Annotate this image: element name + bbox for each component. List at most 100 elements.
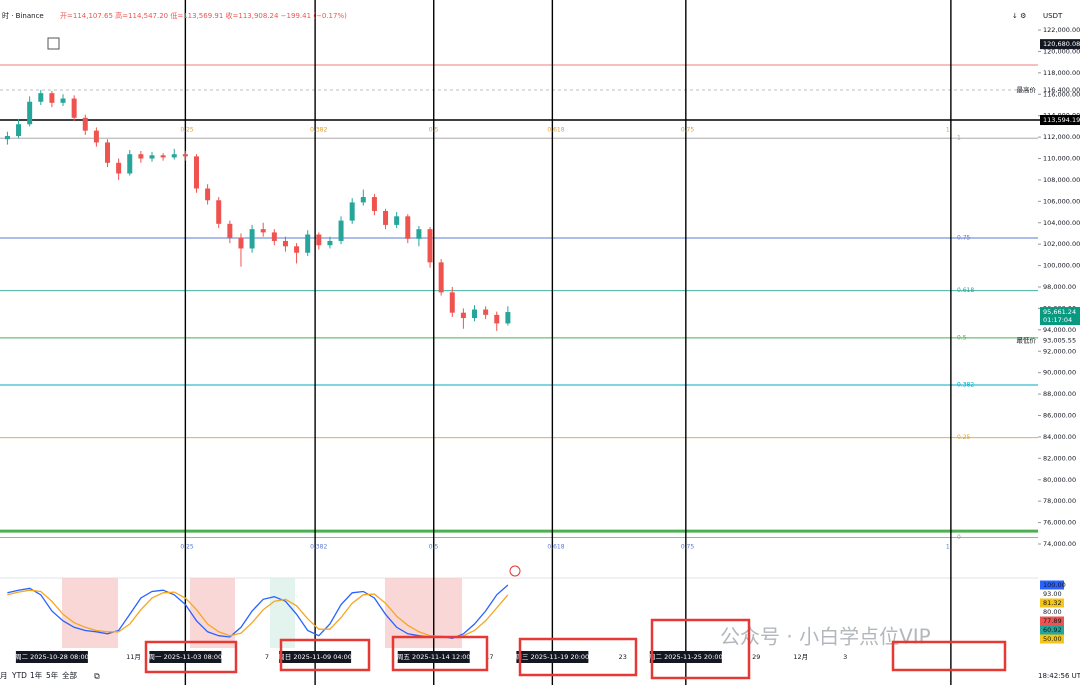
price-label-text: 120,680.08 [1043,40,1080,48]
candle-body [105,142,110,162]
candle-body [361,197,366,202]
y-tick-label: 86,000.00 [1043,412,1076,420]
candle-body [261,229,266,232]
y-tick-label: 74,000.00 [1043,540,1076,548]
fib-ratio: 0.25 [180,544,194,551]
candle-body [339,221,344,241]
y-tick-label: 106,000.00 [1043,197,1080,205]
range-button[interactable]: 全部 [62,670,77,680]
candle-body [405,216,410,238]
x-tick-label: 7 [265,653,269,661]
crosshair-label: 周五 2025-11-14 12:00 [397,653,471,661]
candle-body [72,99,77,118]
osc-scale-label: 60.92 [1043,626,1062,634]
candle-body [316,235,321,246]
fib-ratio: 0 [957,534,961,541]
y-tick-label: 92,000.00 [1043,347,1076,355]
x-tick-label: 12月 [793,653,808,661]
fib-ratio: 1 [946,544,950,551]
y-tick-label: 76,000.00 [1043,519,1076,527]
y-tick-label: 90,000.00 [1043,369,1076,377]
candle-body [238,238,243,249]
candle-body [127,154,132,173]
range-button[interactable]: 5年 [46,670,59,680]
calendar-icon[interactable]: ⧉ [94,672,100,681]
candle-body [94,131,99,143]
fib-ratio: 0.75 [681,544,695,551]
fib-ratio: 0.618 [547,544,564,551]
candle-body [350,202,355,220]
candle-body [61,99,66,103]
range-button[interactable]: 月 [0,671,8,680]
fib-ratio: 0.25 [957,434,971,441]
y-tick-label: 102,000.00 [1043,240,1080,248]
candle-body [149,155,154,158]
candle-body [227,224,232,238]
price-label-prefix: 最低价 [1017,335,1037,344]
candle-body [205,188,210,200]
y-tick-label: 122,000.00 [1043,26,1080,34]
price-label: 120,680.08 [1040,39,1080,49]
candle-body [172,154,177,157]
osc-scale-label: 100.00 [1043,581,1066,589]
candle-body [250,229,255,248]
y-tick-label: 78,000.00 [1043,497,1076,505]
fib-ratio: 0.5 [429,127,439,134]
candle-body [216,200,221,224]
candle-body [5,136,10,139]
price-label-text: 113,594.19 [1043,116,1080,124]
candle-body [38,93,43,102]
shade [62,578,118,648]
candle-body [372,197,377,211]
crosshair-label: 周一 2025-11-03 08:00 [149,653,223,661]
candle-body [494,315,499,324]
y-tick-label: 94,000.00 [1043,326,1076,334]
osc-scale-label: 77.89 [1043,617,1062,625]
osc-scale-label: 93.00 [1043,590,1062,598]
x-tick-label: 29 [752,653,760,661]
fib-ratio: 0.5 [957,334,967,341]
candle-body [394,216,399,225]
fib-ratio: 0.382 [957,381,974,388]
price-label-prefix: 最高价 [1017,85,1037,94]
candle-body [194,156,199,188]
x-tick-label: 3 [843,653,847,661]
candle-body [327,241,332,245]
fib-ratio: 0.618 [957,287,974,294]
clock: 18:42:56 UTC+8 [1038,672,1080,680]
fib-ratio: 0.75 [957,235,971,242]
candle-body [138,154,143,158]
currency: USDT [1043,12,1063,20]
candle-body [505,312,510,323]
candle-body [305,235,310,253]
crosshair-label: 周二 2025-11-25 20:00 [649,653,723,661]
crosshair-label: 周日 2025-11-09 04:00 [278,653,352,661]
candle-body [183,154,188,156]
osc-scale-label: 50.00 [1043,635,1062,643]
osc-scale-label: 80.00 [1043,608,1062,616]
range-button[interactable]: 1年 [30,670,43,680]
price-label-sub: 01:17:04 [1043,316,1072,324]
ohlc: 开=114,107.65 高=114,547.20 低=113,569.91 收… [60,11,347,20]
candle-body [272,232,277,241]
fib-ratio: 0.618 [547,127,564,134]
candle-body [283,241,288,246]
y-tick-label: 112,000.00 [1043,133,1080,141]
candle-body [483,309,488,314]
fib-ratio: 0.5 [429,544,439,551]
candle-body [461,313,466,318]
candle-body [439,262,444,292]
osc-scale-label: 81.32 [1043,599,1062,607]
symbol: 时 · Binance [2,11,44,20]
icon[interactable]: ↓ ⚙ [1012,12,1026,20]
candle-body [83,118,88,131]
candle-body [383,211,388,225]
range-button[interactable]: YTD [11,671,27,680]
candle-body [450,292,455,312]
y-tick-label: 100,000.00 [1043,262,1080,270]
fib-ratio: 0.25 [180,127,194,134]
candle-body [416,229,421,239]
fib-ratio: 0.382 [310,127,327,134]
